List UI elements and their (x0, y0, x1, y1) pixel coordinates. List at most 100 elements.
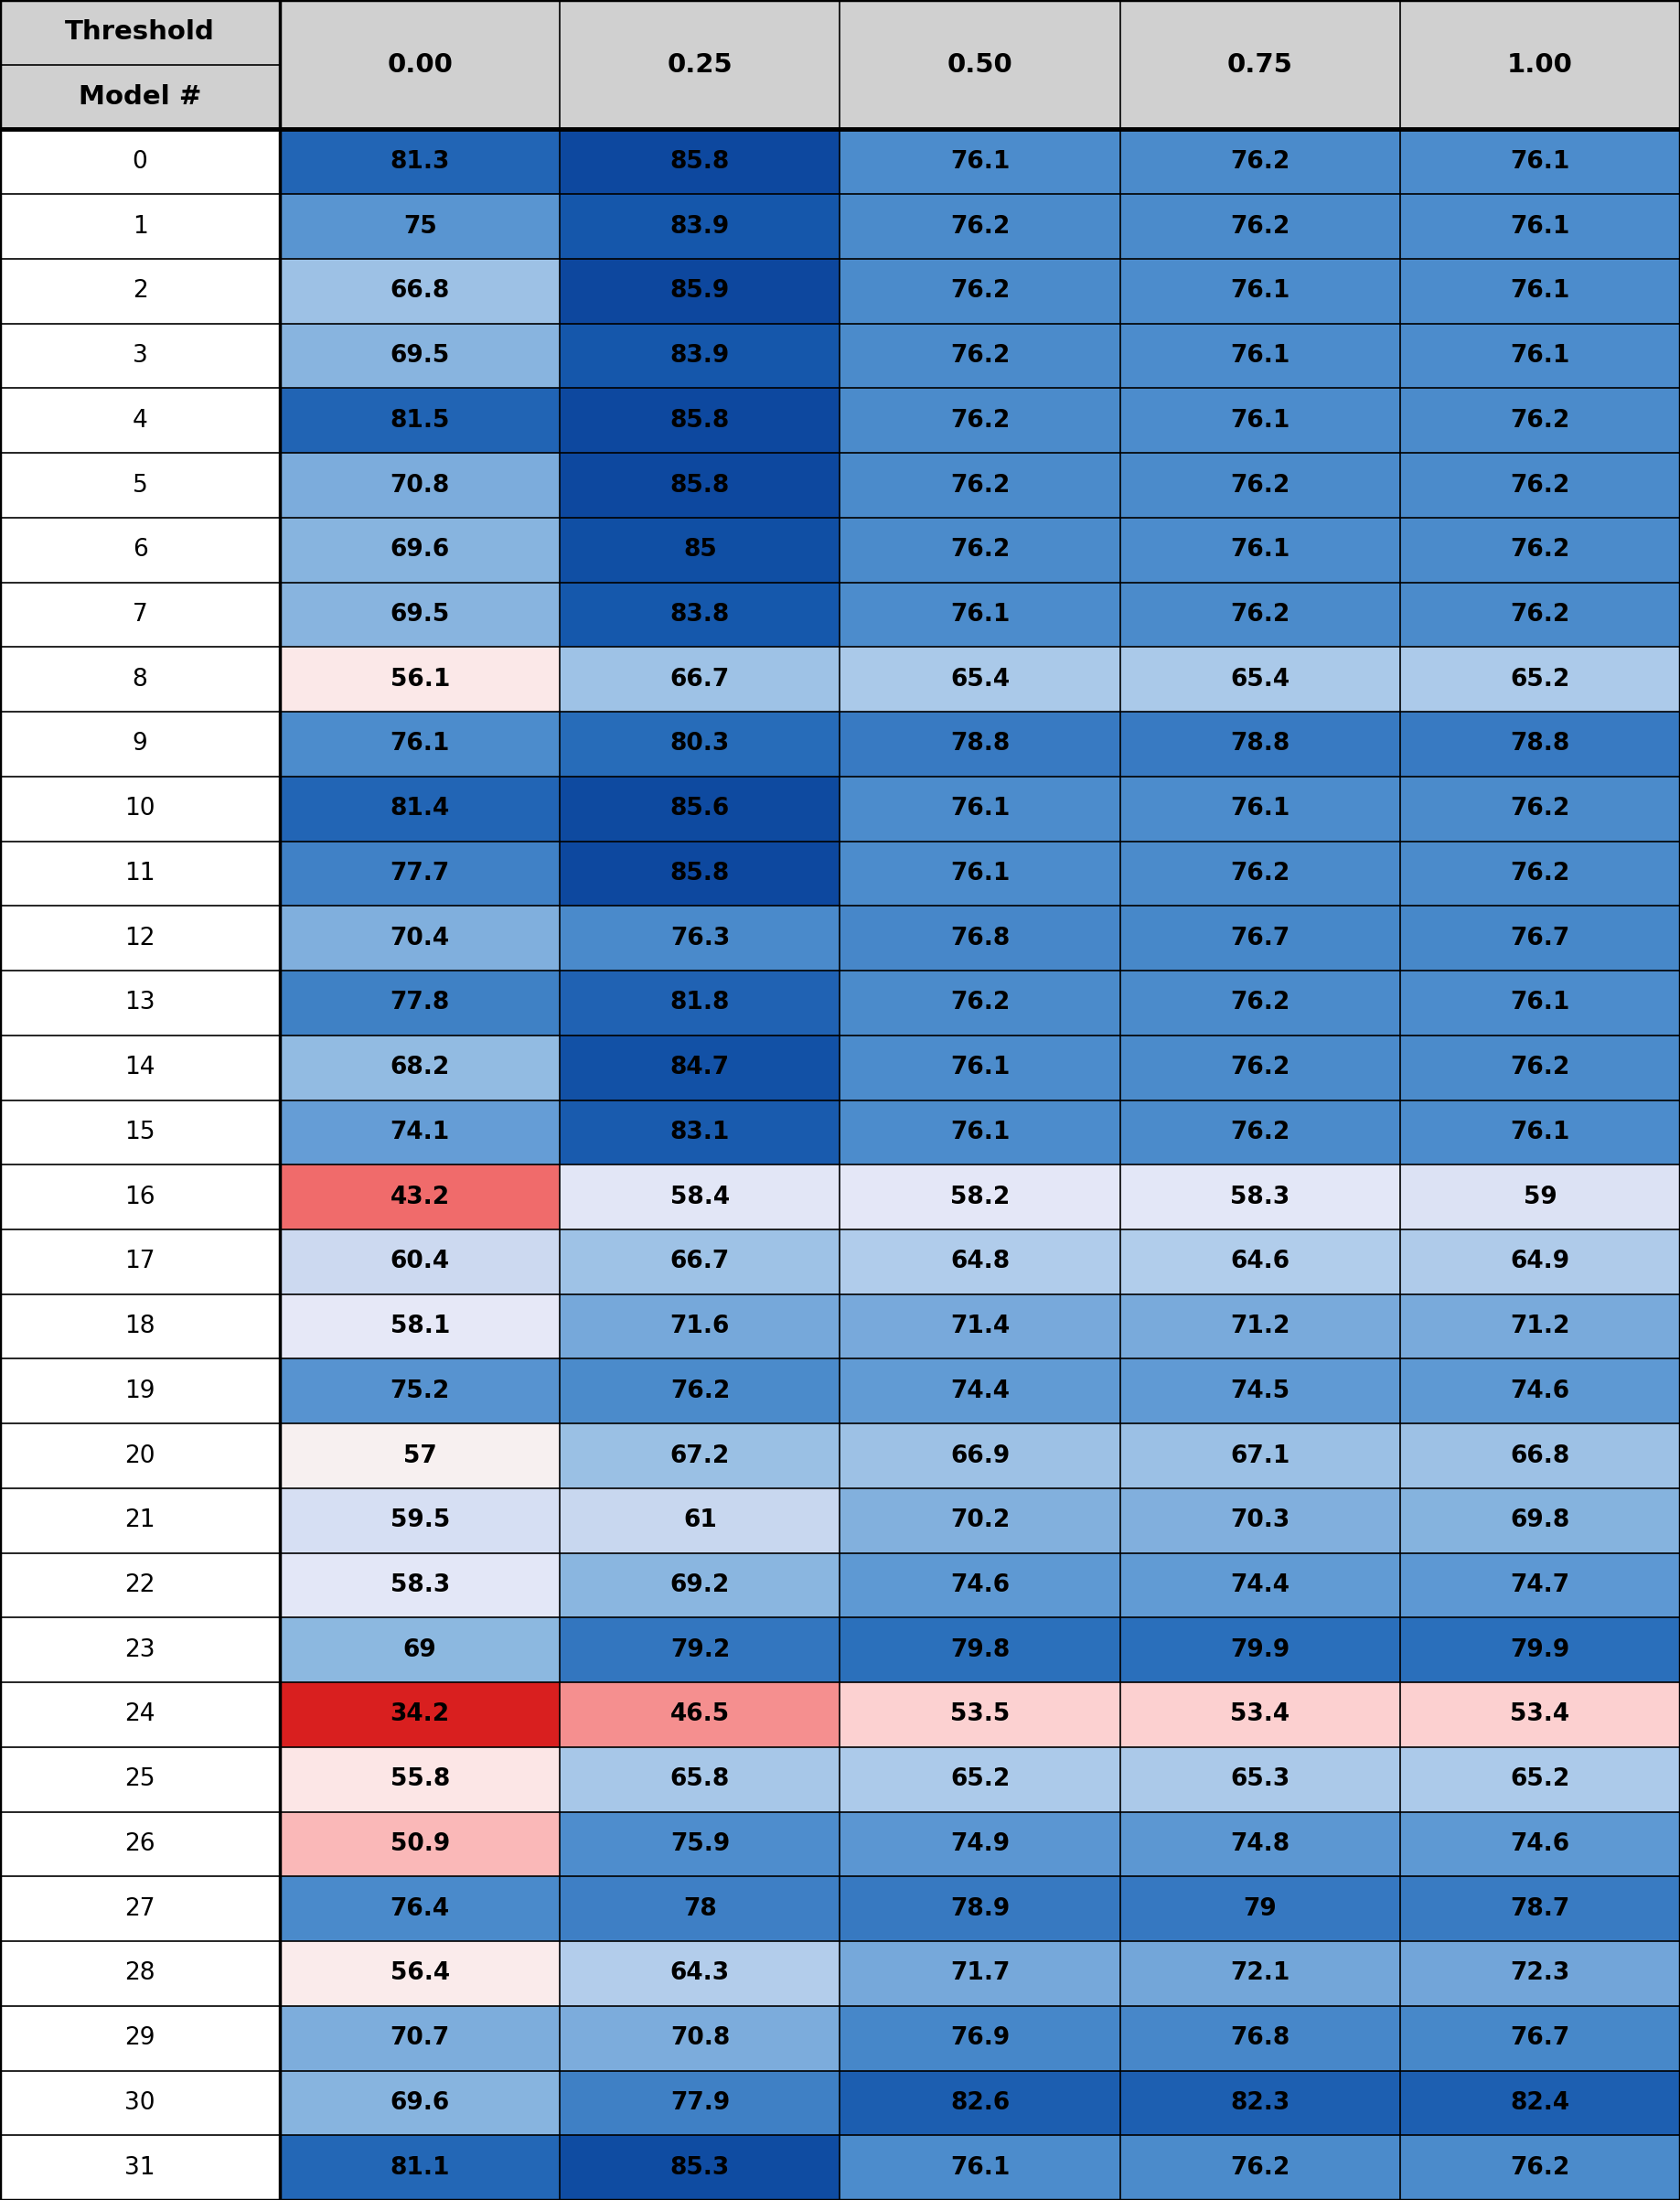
Text: 78.8: 78.8 (951, 733, 1010, 757)
Bar (1121, 777, 1399, 840)
Bar (840, 1164, 1121, 1230)
Text: 30: 30 (124, 2090, 155, 2114)
Bar (281, 1100, 559, 1164)
Text: 7: 7 (133, 603, 148, 627)
Text: 76.2: 76.2 (1230, 1120, 1290, 1144)
Text: 70.4: 70.4 (390, 926, 450, 950)
Text: 66.8: 66.8 (390, 279, 450, 304)
Bar (1121, 1877, 1399, 1940)
Bar (1399, 713, 1680, 777)
Text: 76.1: 76.1 (1510, 279, 1569, 304)
Text: 18: 18 (124, 1316, 155, 1338)
Bar (281, 2136, 559, 2200)
Text: 76.1: 76.1 (1230, 409, 1290, 433)
Text: 76.2: 76.2 (1230, 216, 1290, 238)
Text: 76.2: 76.2 (1230, 473, 1290, 497)
Text: 0: 0 (133, 150, 148, 174)
Text: 65.4: 65.4 (1230, 667, 1290, 691)
Bar (1399, 2006, 1680, 2070)
Bar (559, 323, 840, 387)
Text: 0.75: 0.75 (1226, 53, 1294, 77)
Bar (840, 1294, 1121, 1360)
Bar (281, 1683, 559, 1747)
Bar (840, 970, 1121, 1036)
Bar (1121, 1813, 1399, 1877)
Bar (840, 130, 1121, 194)
Text: 34.2: 34.2 (390, 1703, 450, 1727)
Bar (559, 260, 840, 323)
Bar (559, 1813, 840, 1877)
Bar (1121, 713, 1399, 777)
Text: 13: 13 (124, 990, 155, 1014)
Text: 53.5: 53.5 (951, 1703, 1010, 1727)
Bar (559, 1877, 840, 1940)
Text: 23: 23 (124, 1639, 155, 1661)
Bar (840, 2006, 1121, 2070)
Text: 56.4: 56.4 (390, 1962, 450, 1984)
Bar (1121, 970, 1399, 1036)
Bar (559, 583, 840, 647)
Bar (559, 1360, 840, 1423)
Bar (1399, 194, 1680, 260)
Bar (559, 387, 840, 453)
Bar (840, 1813, 1121, 1877)
Bar (1399, 1683, 1680, 1747)
Bar (559, 1553, 840, 1617)
Text: Threshold: Threshold (66, 20, 215, 46)
Text: 77.7: 77.7 (390, 862, 450, 884)
Text: 76.2: 76.2 (1510, 2156, 1569, 2180)
Bar (1399, 323, 1680, 387)
Bar (281, 323, 559, 387)
Bar (1399, 2136, 1680, 2200)
Bar (840, 1360, 1121, 1423)
Text: 74.8: 74.8 (1230, 1833, 1290, 1857)
Bar (1399, 1877, 1680, 1940)
Text: 76.2: 76.2 (951, 279, 1010, 304)
Text: 70.8: 70.8 (670, 2026, 729, 2050)
Bar (1399, 1230, 1680, 1294)
Text: 65.3: 65.3 (1230, 1767, 1290, 1791)
Text: 65.8: 65.8 (670, 1767, 729, 1791)
Text: 77.8: 77.8 (390, 990, 450, 1014)
Text: 76.2: 76.2 (1510, 796, 1569, 821)
Bar (281, 1747, 559, 1813)
Text: 1: 1 (133, 216, 148, 238)
Bar (559, 1617, 840, 1683)
Text: 76.2: 76.2 (1230, 990, 1290, 1014)
Text: 76.2: 76.2 (670, 1379, 729, 1404)
Bar (559, 1423, 840, 1487)
Bar (1121, 194, 1399, 260)
Text: 76.1: 76.1 (1510, 1120, 1569, 1144)
Text: 60.4: 60.4 (390, 1250, 450, 1274)
Bar (840, 840, 1121, 906)
Bar (1399, 2070, 1680, 2136)
Text: 76.2: 76.2 (951, 409, 1010, 433)
Bar (1121, 1683, 1399, 1747)
Text: 75.9: 75.9 (670, 1833, 729, 1857)
Text: 71.6: 71.6 (670, 1316, 729, 1338)
Text: 83.9: 83.9 (670, 216, 729, 238)
Bar (281, 1487, 559, 1553)
Text: 85.8: 85.8 (670, 862, 729, 884)
Bar (1121, 1940, 1399, 2006)
Bar (281, 1617, 559, 1683)
Bar (559, 2070, 840, 2136)
Text: 71.2: 71.2 (1510, 1316, 1569, 1338)
Bar (281, 713, 559, 777)
Text: 76.7: 76.7 (1510, 926, 1569, 950)
Text: 70.8: 70.8 (390, 473, 450, 497)
Text: 76.1: 76.1 (951, 1056, 1010, 1080)
Bar (1399, 1617, 1680, 1683)
Text: 69: 69 (403, 1639, 437, 1661)
Text: 76.2: 76.2 (1230, 1056, 1290, 1080)
Text: 71.7: 71.7 (951, 1962, 1010, 1984)
Bar (281, 647, 559, 713)
Bar (281, 2006, 559, 2070)
Bar (559, 840, 840, 906)
Bar (840, 777, 1121, 840)
Bar (1399, 840, 1680, 906)
Bar (1399, 453, 1680, 517)
Bar (1399, 583, 1680, 647)
Bar (559, 453, 840, 517)
Bar (1121, 1487, 1399, 1553)
